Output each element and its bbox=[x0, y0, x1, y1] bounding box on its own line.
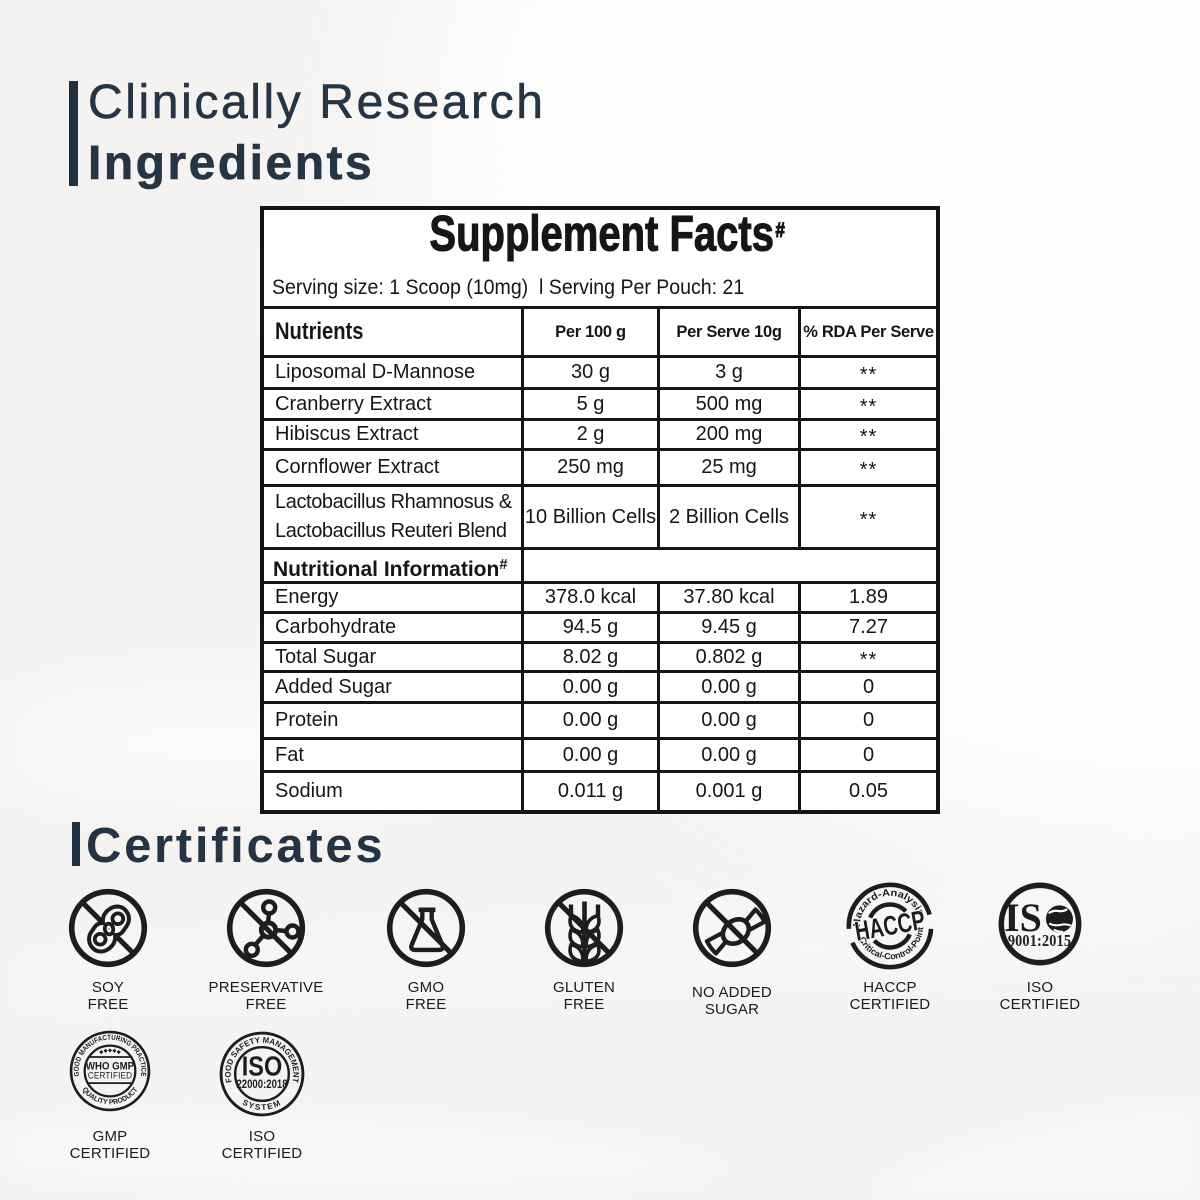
svg-text:22000:2018: 22000:2018 bbox=[236, 1078, 287, 1091]
svg-text:9001:2015: 9001:2015 bbox=[1008, 932, 1071, 950]
svg-text:CERTIFIED: CERTIFIED bbox=[88, 1070, 132, 1081]
svg-text:ISO: ISO bbox=[242, 1052, 282, 1082]
svg-text:IS: IS bbox=[1004, 895, 1042, 940]
svg-text:WHO GMP: WHO GMP bbox=[86, 1060, 134, 1073]
